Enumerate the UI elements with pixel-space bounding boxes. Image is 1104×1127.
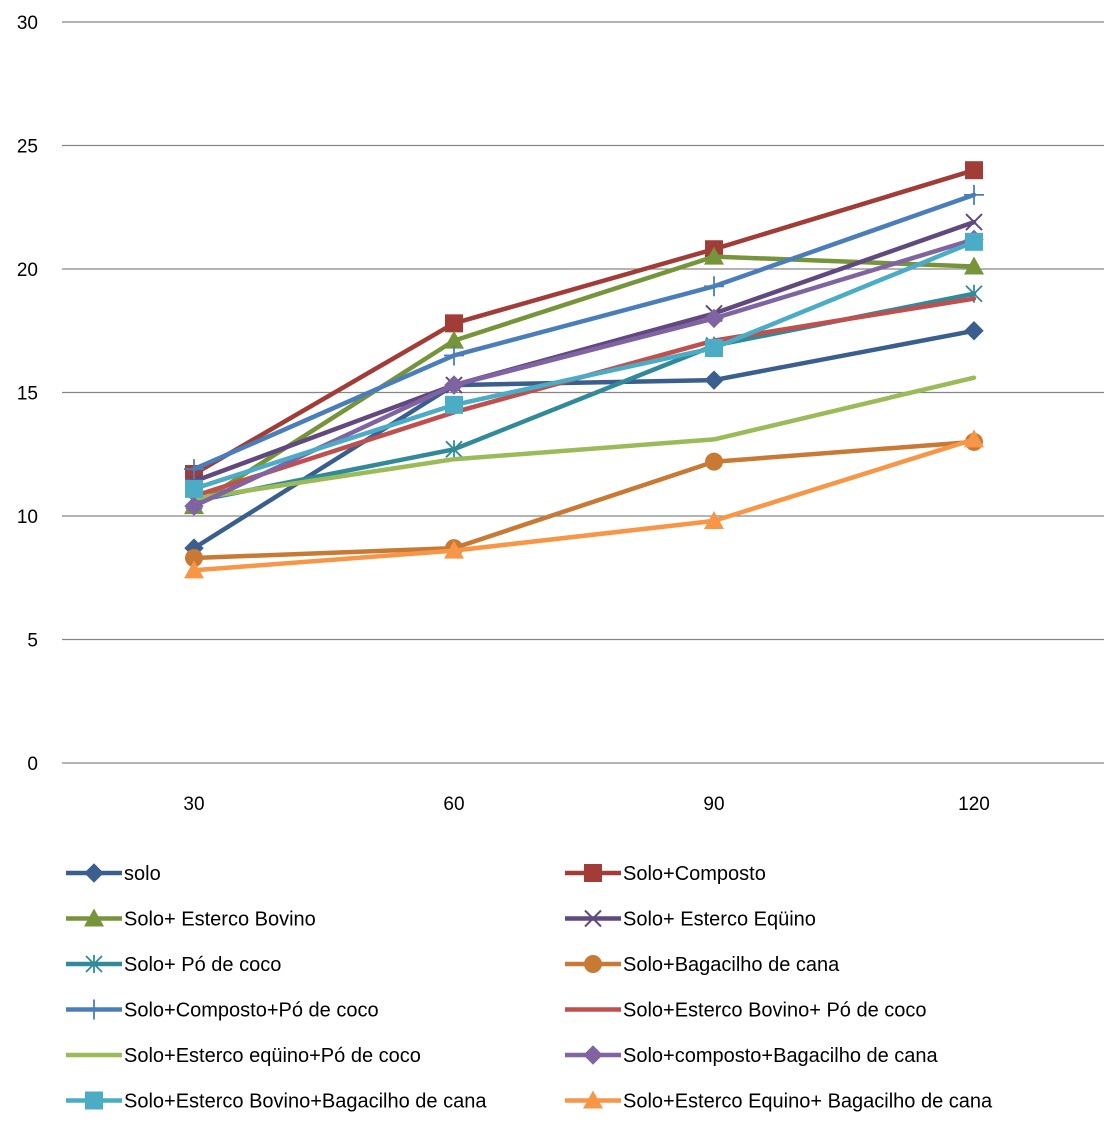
y-tick-label: 20 <box>17 260 38 281</box>
series-line <box>191 291 977 504</box>
series-line <box>191 254 977 509</box>
data-point <box>704 276 724 297</box>
data-point <box>444 345 464 366</box>
legend-label: Solo+composto+Bagacilho de cana <box>623 1045 939 1067</box>
legend-swatch-marker <box>85 955 103 973</box>
legend-swatch-marker <box>84 999 104 1020</box>
legend-item: solo <box>66 863 161 885</box>
legend-item: Solo+Bagacilho de cana <box>565 954 840 976</box>
legend-item: Solo+ Pó de coco <box>66 954 281 976</box>
legend-item: Solo+Esterco Bovino+ Pó de coco <box>565 1000 927 1022</box>
data-point <box>965 161 983 180</box>
series-line <box>191 328 977 551</box>
y-tick-label: 30 <box>17 13 38 34</box>
series-12 <box>184 429 984 579</box>
data-point <box>965 232 983 251</box>
series-line <box>191 219 977 484</box>
data-point <box>444 375 464 395</box>
data-point <box>964 321 984 341</box>
legend-label: Solo+Composto+Pó de coco <box>124 1000 379 1022</box>
legend-swatch-marker <box>584 955 602 973</box>
series-line <box>191 167 977 477</box>
legend-item: Solo+Composto+Pó de coco <box>66 999 379 1022</box>
legend-swatch-marker <box>85 1091 103 1110</box>
data-point <box>705 339 723 358</box>
data-point <box>704 510 724 529</box>
data-point <box>964 429 984 448</box>
data-point <box>185 548 203 567</box>
series-11 <box>185 232 983 498</box>
legend-swatch-marker <box>584 864 602 882</box>
x-tick-label: 60 <box>443 794 464 815</box>
legend-label: Solo+ Esterco Bovino <box>124 909 316 931</box>
legend-swatch-marker <box>84 908 104 927</box>
data-point <box>704 246 724 265</box>
gridlines <box>62 21 1104 764</box>
data-point <box>445 314 463 333</box>
data-point <box>184 496 204 516</box>
legend-label: Solo+Esterco eqüino+Pó de coco <box>124 1045 421 1067</box>
data-point <box>444 540 464 559</box>
y-axis-tick-labels: 0 5 10 15 20 25 30 <box>17 13 38 775</box>
legend-label: Solo+Esterco Bovino+Bagacilho de cana <box>124 1091 487 1113</box>
series-line <box>191 192 977 472</box>
legend-item: Solo+ Esterco Eqüino <box>565 909 816 931</box>
data-point <box>445 440 463 459</box>
series-7 <box>184 184 984 480</box>
y-tick-label: 15 <box>17 384 38 405</box>
legend-label: Solo+ Pó de coco <box>124 954 281 976</box>
legend-label: Solo+Esterco Equino+ Bagacilho de cana <box>623 1091 993 1113</box>
data-point <box>184 560 204 579</box>
x-tick-label: 90 <box>703 794 724 815</box>
data-point <box>704 370 724 390</box>
series-lines <box>184 161 984 579</box>
legend-label: Solo+Esterco Bovino+ Pó de coco <box>623 1000 927 1022</box>
y-tick-label: 0 <box>27 754 38 775</box>
data-point <box>704 308 724 329</box>
series-9 <box>191 375 977 501</box>
legend-label: Solo+ Esterco Eqüino <box>623 909 816 931</box>
data-point <box>185 479 203 498</box>
series-line <box>191 375 977 501</box>
legend-item: Solo+Esterco Bovino+Bagacilho de cana <box>66 1091 487 1113</box>
data-point <box>445 395 463 414</box>
x-axis-tick-labels: 30 60 90 120 <box>183 794 989 815</box>
y-tick-label: 25 <box>17 137 38 158</box>
series-line <box>191 437 977 573</box>
data-point <box>705 452 723 471</box>
legend-label: solo <box>124 863 161 885</box>
series-line <box>191 439 977 561</box>
series-line <box>191 239 977 492</box>
legend-swatch-marker <box>584 909 602 928</box>
series-line <box>191 237 977 509</box>
legend-item: Solo+Esterco Equino+ Bagacilho de cana <box>565 1090 993 1113</box>
data-point <box>444 330 464 349</box>
y-tick-label: 10 <box>17 507 38 528</box>
x-tick-label: 120 <box>958 794 990 815</box>
legend-swatch-marker <box>84 863 104 883</box>
legend-label: Solo+Composto <box>623 863 766 885</box>
legend-item: Solo+Composto <box>565 863 766 885</box>
legend-item: Solo+ Esterco Bovino <box>66 908 316 931</box>
legend-item: Solo+Esterco eqüino+Pó de coco <box>66 1045 421 1067</box>
y-tick-label: 5 <box>27 631 38 652</box>
legend: solo Solo+Composto Solo+ Esterco Bovino So… <box>66 863 993 1113</box>
legend-label: Solo+Bagacilho de cana <box>623 954 840 976</box>
data-point <box>964 184 984 205</box>
legend-swatch-marker <box>583 1045 603 1065</box>
legend-item: Solo+composto+Bagacilho de cana <box>565 1045 939 1067</box>
data-point <box>184 459 204 480</box>
legend-swatch-marker <box>583 1090 603 1109</box>
x-tick-label: 30 <box>183 794 204 815</box>
data-point <box>964 256 984 275</box>
data-point <box>965 213 983 231</box>
